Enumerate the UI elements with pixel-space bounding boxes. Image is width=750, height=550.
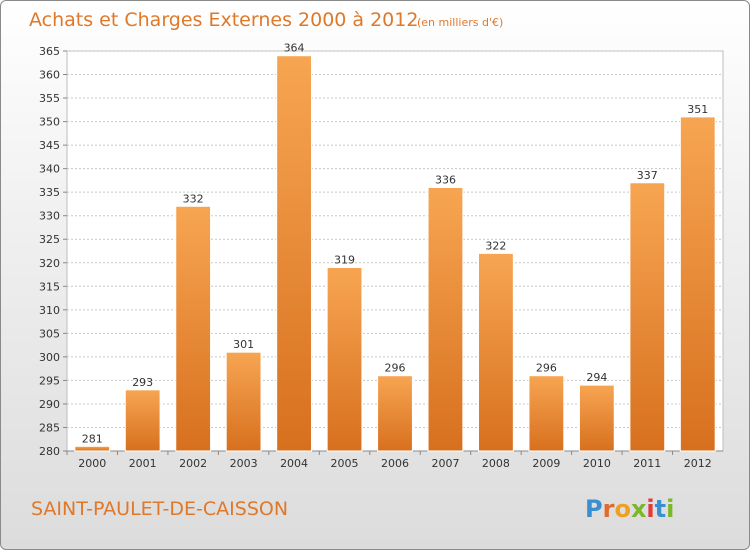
x-tick-label: 2011: [633, 457, 661, 470]
bar-2008: [478, 252, 514, 452]
value-label: 337: [637, 169, 658, 182]
x-tick-label: 2001: [129, 457, 157, 470]
bar-2002: [175, 205, 212, 452]
y-tick-label: 350: [39, 116, 60, 129]
bar-2001: [124, 389, 161, 452]
x-tick-label: 2005: [331, 457, 359, 470]
bar-2007: [427, 186, 464, 452]
axis-layer: 280 285 290 295 300 305 310 315 320 325 330 335 340 3…: [39, 45, 723, 470]
bar-2011: [629, 182, 666, 452]
value-label: 301: [233, 338, 254, 351]
logo-letter: t: [655, 495, 666, 523]
y-tick-label: 305: [39, 327, 60, 340]
y-tick-label: 330: [39, 210, 60, 223]
value-label: 322: [485, 239, 506, 252]
y-tick-label: 325: [39, 233, 60, 246]
logo-letter: P: [585, 495, 603, 523]
bar-2003: [225, 351, 262, 452]
x-tick-label: 2000: [78, 457, 106, 470]
proxiti-logo: Proxiti: [585, 495, 674, 523]
y-tick-label: 315: [39, 280, 60, 293]
value-label: 332: [183, 192, 204, 205]
bar-2012: [679, 116, 716, 452]
y-tick-label: 310: [39, 304, 60, 317]
bar-2005: [326, 266, 363, 452]
value-label: 296: [385, 362, 406, 375]
y-tick-label: 335: [39, 186, 60, 199]
chart-subtitle: (en milliers d'€): [417, 16, 503, 29]
logo-letter: x: [631, 495, 647, 523]
chart-title: Achats et Charges Externes 2000 à 2012: [29, 9, 418, 31]
x-tick-label: 2012: [684, 457, 712, 470]
bar-2010: [578, 384, 615, 452]
x-tick-label: 2010: [583, 457, 611, 470]
value-label: 296: [536, 362, 557, 375]
x-tick-label: 2008: [482, 457, 510, 470]
logo-letter: i: [666, 495, 674, 523]
value-label: 336: [435, 173, 456, 186]
value-label: 364: [284, 42, 305, 55]
y-tick-label: 290: [39, 398, 60, 411]
commune-name: SAINT-PAULET-DE-CAISSON: [31, 498, 288, 520]
x-tick-label: 2007: [431, 457, 459, 470]
bar-2000: [74, 445, 111, 452]
y-tick-label: 355: [39, 92, 60, 105]
bar-2004: [276, 55, 312, 452]
bar-2006: [377, 375, 413, 452]
x-tick-label: 2002: [179, 457, 207, 470]
value-label: 319: [334, 253, 355, 266]
y-tick-label: 320: [39, 257, 60, 270]
logo-letter: i: [646, 495, 654, 523]
value-label: 351: [687, 103, 708, 116]
logo-letter: r: [603, 495, 615, 523]
x-tick-label: 2003: [230, 457, 258, 470]
y-tick-label: 280: [39, 445, 60, 458]
bar-2009: [528, 375, 565, 452]
y-tick-label: 365: [39, 45, 60, 58]
y-tick-label: 285: [39, 421, 60, 434]
x-tick-label: 2004: [280, 457, 308, 470]
y-tick-label: 360: [39, 69, 60, 82]
value-label: 293: [132, 376, 153, 389]
value-label: 281: [82, 432, 103, 445]
bar-layer: 281 293 332 301 364 319 296 336 322 296 294 337 351: [74, 42, 716, 452]
value-label: 294: [586, 371, 607, 384]
y-tick-label: 295: [39, 374, 60, 387]
y-tick-label: 345: [39, 139, 60, 152]
y-tick-label: 340: [39, 163, 60, 176]
y-tick-label: 300: [39, 351, 60, 364]
x-tick-label: 2006: [381, 457, 409, 470]
logo-letter: o: [614, 495, 631, 523]
x-tick-label: 2009: [532, 457, 560, 470]
